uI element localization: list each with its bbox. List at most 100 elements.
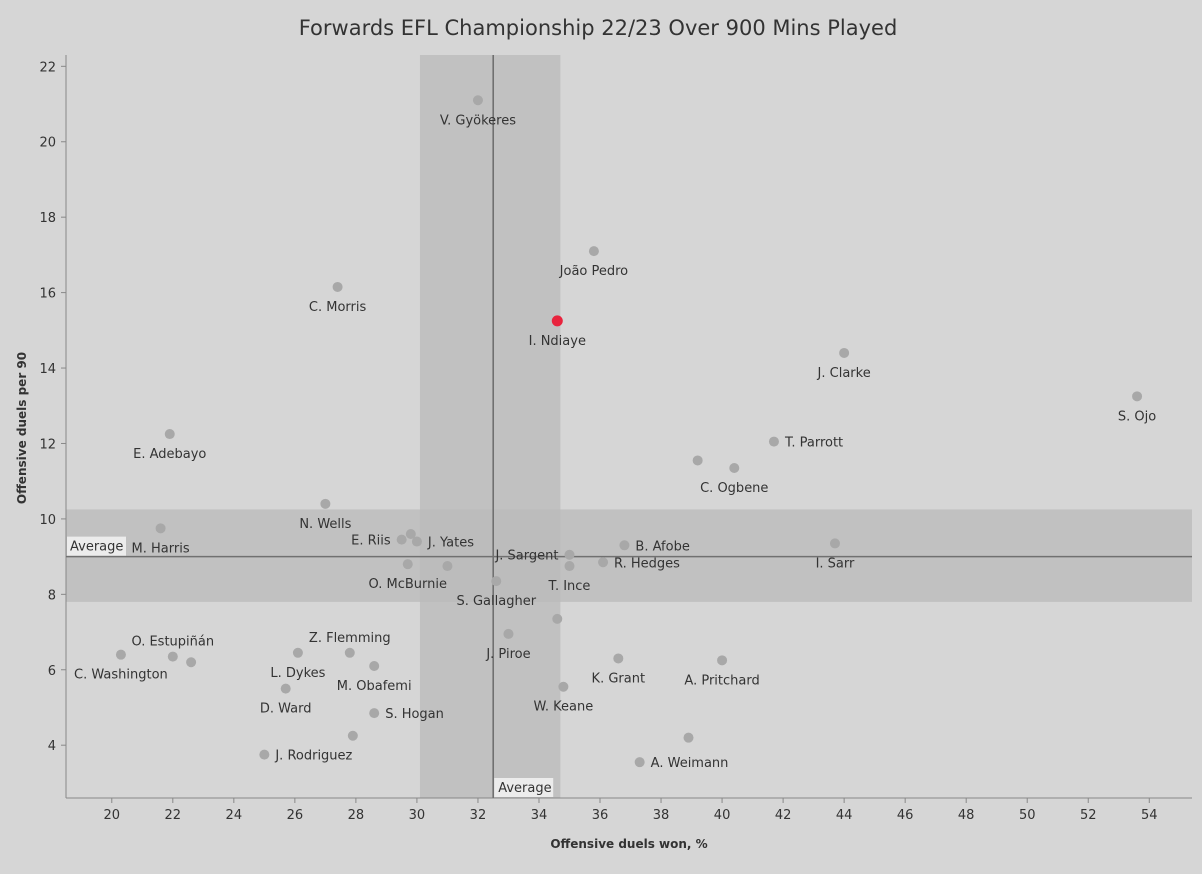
point-labels: V. Gyökeres João Pedro C. Morris I. Ndiaye J…: [74, 113, 1156, 771]
player-label: T. Ince: [548, 579, 591, 594]
player-label: J. Yates: [427, 536, 474, 551]
player-label: O. Estupiñán: [131, 635, 214, 650]
x-tick-label: 40: [714, 808, 731, 823]
y-tick-label: 20: [39, 136, 56, 151]
player-point: [411, 536, 422, 547]
player-point: [369, 708, 380, 719]
x-tick-label: 20: [103, 808, 120, 823]
player-point: [369, 660, 380, 671]
player-label: C. Washington: [74, 668, 168, 683]
player-label: João Pedro: [559, 264, 629, 279]
x-tick-label: 26: [287, 808, 304, 823]
x-tick-label: 34: [531, 808, 548, 823]
player-point: [1132, 391, 1143, 402]
player-point: [491, 576, 502, 587]
player-label: C. Ogbene: [700, 481, 768, 496]
player-label: N. Wells: [299, 517, 351, 532]
player-point: [280, 683, 291, 694]
highlighted-player-point: [551, 315, 563, 327]
player-point: [402, 559, 413, 570]
x-tick-label: 22: [165, 808, 182, 823]
player-label: J. Sargent: [494, 549, 558, 564]
x-tick-label: 44: [836, 808, 853, 823]
x-tick-label: 54: [1141, 808, 1158, 823]
player-point: [164, 429, 175, 440]
player-label: S. Gallagher: [456, 594, 536, 609]
x-tick-label: 50: [1019, 808, 1036, 823]
player-label: Z. Flemming: [309, 631, 391, 646]
player-label: B. Afobe: [635, 539, 689, 554]
y-tick-label: 22: [39, 60, 56, 75]
x-tick-label: 28: [348, 808, 365, 823]
player-point: [167, 651, 178, 662]
y-average-band: [66, 509, 1192, 602]
player-point: [634, 757, 645, 768]
player-point: [564, 549, 575, 560]
player-label: K. Grant: [592, 671, 646, 686]
player-label: T. Parrott: [784, 436, 843, 451]
data-points: [115, 95, 1143, 768]
player-label: L. Dykes: [270, 666, 325, 681]
x-average-label-bg: [494, 778, 554, 797]
player-point: [613, 653, 624, 664]
y-tick-label: 14: [39, 362, 56, 377]
average-bands: [66, 55, 1192, 798]
x-axis-title: Offensive duels won, %: [550, 837, 707, 851]
player-label: J. Piroe: [485, 647, 530, 662]
player-point: [442, 561, 453, 572]
y-axis-title: Offensive duels per 90: [15, 352, 29, 504]
y-tick-label: 12: [39, 437, 56, 452]
player-label: I. Ndiaye: [529, 334, 586, 349]
player-label: J. Clarke: [817, 366, 871, 381]
y-tick-label: 8: [48, 588, 56, 603]
player-label: A. Weimann: [651, 756, 729, 771]
player-point: [552, 613, 563, 624]
player-point: [472, 95, 483, 106]
player-label: I. Sarr: [816, 556, 855, 571]
player-point: [729, 462, 740, 473]
x-average-label: Average: [498, 781, 551, 796]
player-point: [598, 557, 609, 568]
y-tick-label: 6: [48, 664, 56, 679]
player-point: [683, 732, 694, 743]
x-tick-label: 36: [592, 808, 609, 823]
x-tick-label: 42: [775, 808, 792, 823]
player-point: [829, 538, 840, 549]
x-tick-label: 46: [897, 808, 914, 823]
player-label: W. Keane: [534, 700, 594, 715]
player-point: [320, 498, 331, 509]
player-point: [396, 534, 407, 545]
player-point: [564, 561, 575, 572]
x-tick-label: 48: [958, 808, 975, 823]
player-label: M. Obafemi: [337, 679, 412, 694]
player-point: [692, 455, 703, 466]
player-label: M. Harris: [132, 541, 190, 556]
chart-title: Forwards EFL Championship 22/23 Over 900…: [299, 16, 898, 40]
axes: 20 22 24 26 28 30 32 34 36 38 40 42 44 46 48 50 52 544681…: [39, 55, 1192, 823]
player-label: R. Hedges: [614, 556, 680, 571]
x-tick-label: 52: [1080, 808, 1097, 823]
player-point: [839, 347, 850, 358]
y-tick-label: 10: [39, 513, 56, 528]
player-label: E. Adebayo: [133, 447, 206, 462]
player-label: S. Hogan: [385, 707, 444, 722]
player-label: D. Ward: [260, 702, 312, 717]
player-label: J. Rodriguez: [274, 749, 352, 764]
x-tick-label: 38: [653, 808, 670, 823]
player-point: [292, 647, 303, 658]
player-point: [332, 281, 343, 292]
x-tick-label: 24: [226, 808, 243, 823]
player-point: [155, 523, 166, 534]
player-point: [588, 246, 599, 257]
y-average-label-bg: [67, 536, 126, 556]
player-point: [115, 649, 126, 660]
player-label: S. Ojo: [1118, 409, 1156, 424]
player-label: C. Morris: [309, 300, 367, 315]
player-label: E. Riis: [351, 534, 391, 549]
player-label: O. McBurnie: [369, 577, 447, 592]
y-tick-label: 16: [39, 287, 56, 302]
player-point: [619, 540, 630, 551]
player-point: [503, 628, 514, 639]
x-tick-label: 32: [470, 808, 487, 823]
